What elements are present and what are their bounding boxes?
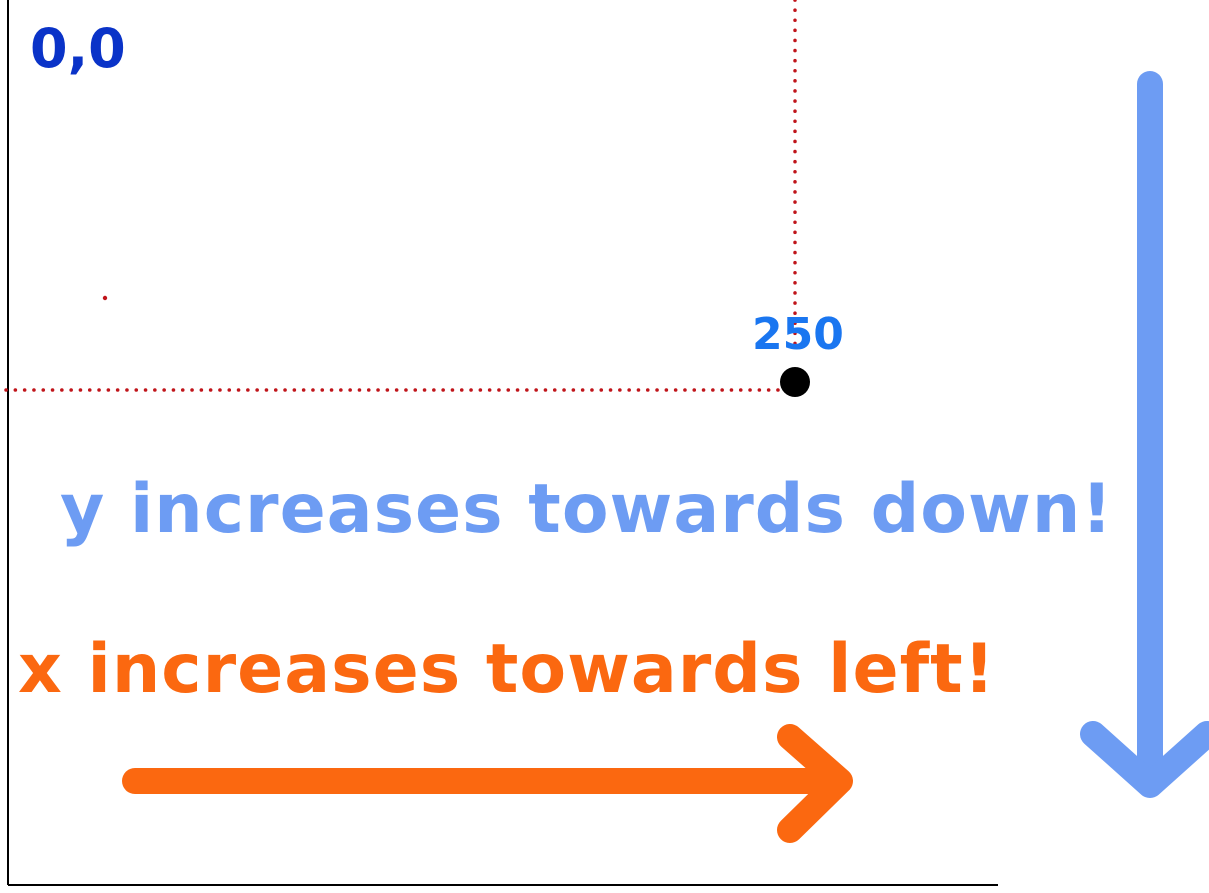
x-direction-caption: x increases towards left! <box>18 630 996 709</box>
y-direction-caption: y increases towards down! <box>60 470 1114 549</box>
plotted-point <box>780 367 810 397</box>
origin-label: 0,0 <box>30 17 126 80</box>
stray-dot <box>102 295 108 301</box>
arrow-right-icon <box>122 724 853 843</box>
point-value-label: 250 <box>752 309 844 360</box>
arrow-down-icon <box>1080 71 1209 798</box>
